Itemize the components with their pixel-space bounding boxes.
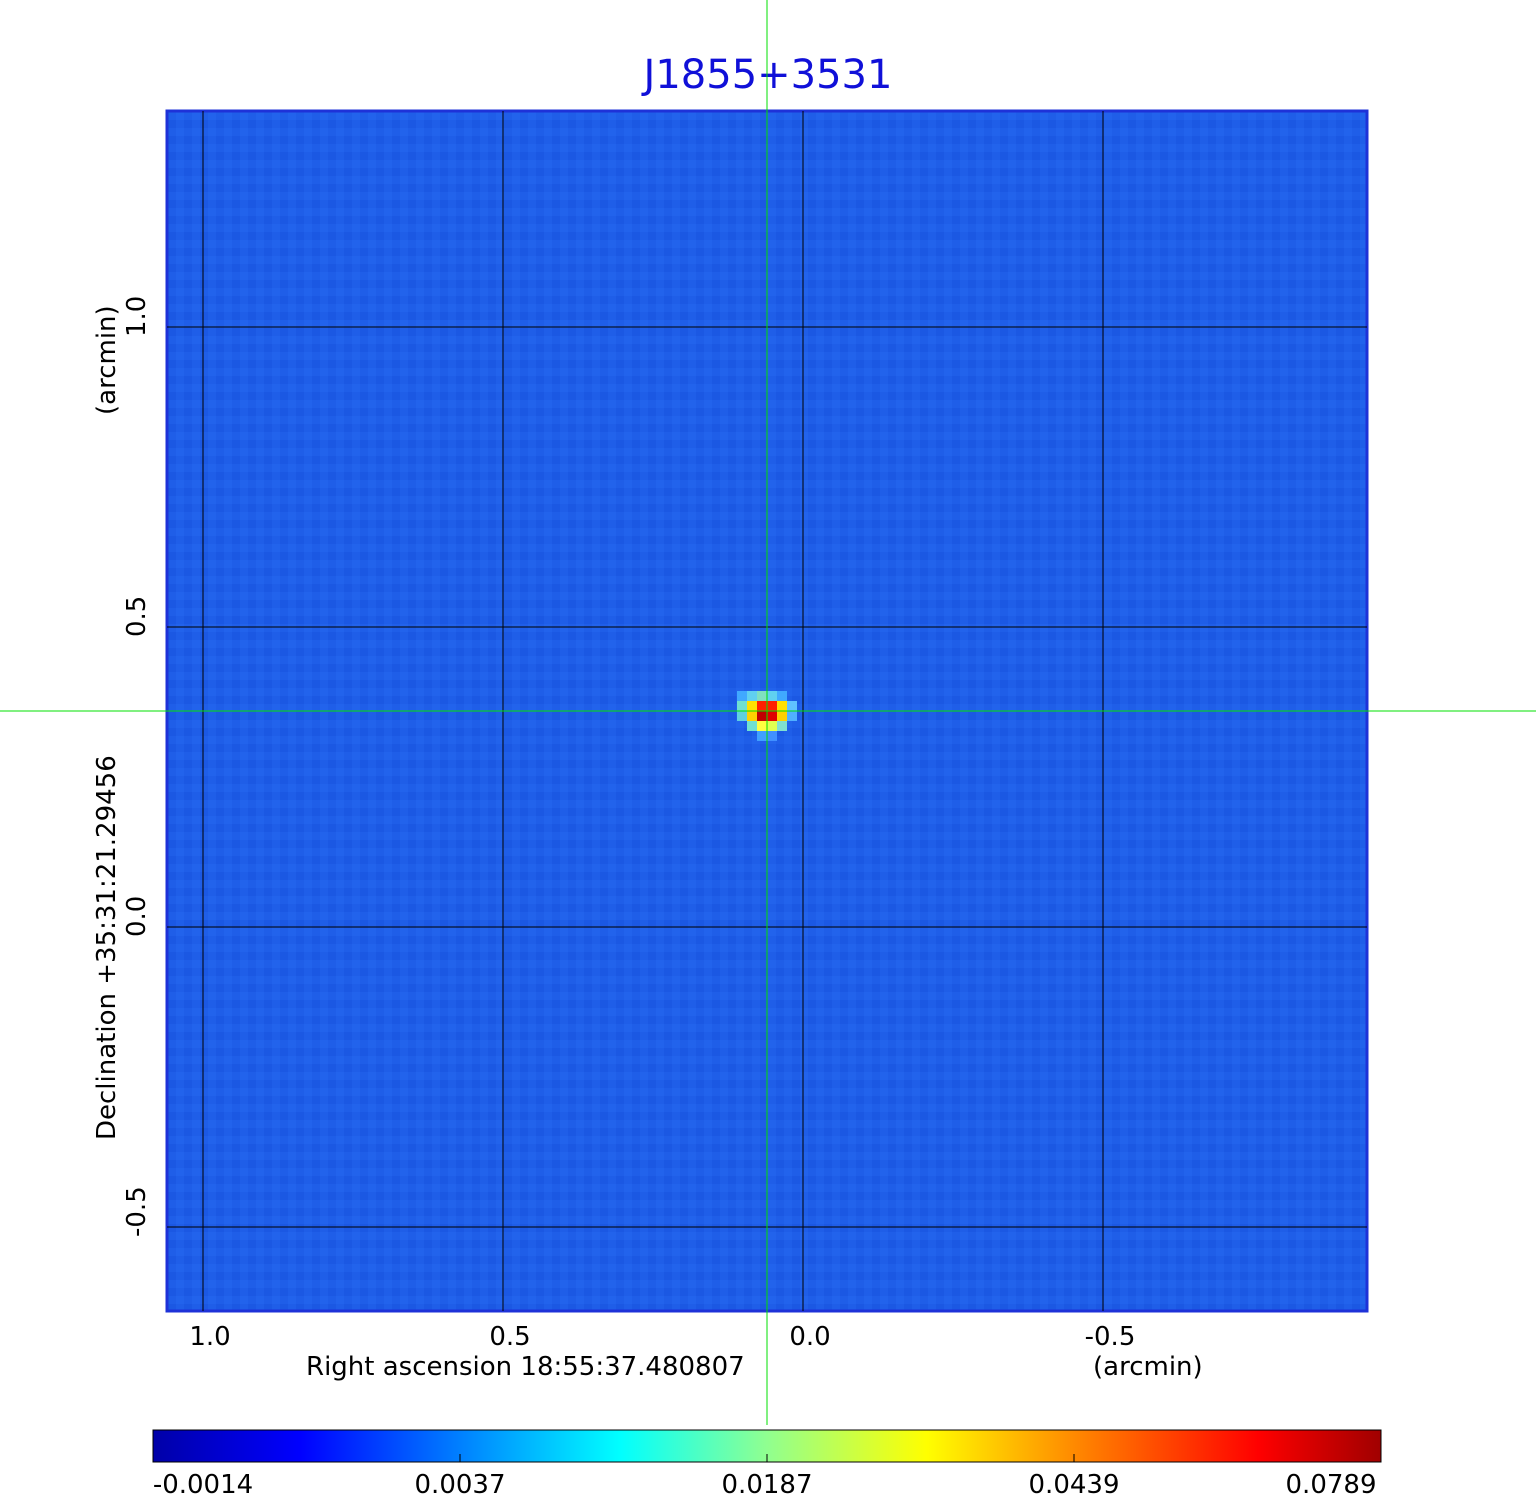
source-pixel bbox=[757, 731, 767, 741]
source-pixel bbox=[747, 711, 757, 721]
chart-title: J1855+3531 bbox=[643, 52, 893, 98]
source-pixel bbox=[747, 721, 757, 731]
source-pixel bbox=[767, 701, 777, 711]
source-pixel bbox=[757, 691, 767, 701]
source-pixel bbox=[777, 711, 787, 721]
source-pixel bbox=[737, 701, 747, 711]
x-tick-label: -0.5 bbox=[1084, 1322, 1136, 1352]
source-pixel bbox=[767, 711, 777, 721]
source-pixel bbox=[767, 721, 777, 731]
source-pixel bbox=[737, 691, 747, 701]
crosshair bbox=[0, 0, 1536, 1425]
y-axis-label: Declination +35:31:21.29456 bbox=[92, 755, 122, 1140]
y-tick-label: 0.5 bbox=[122, 595, 152, 637]
colorbar-tick-label: 0.0789 bbox=[1285, 1470, 1377, 1500]
source-pixel bbox=[737, 711, 747, 721]
y-tick-label: -0.5 bbox=[122, 1186, 152, 1237]
colorbar-tick-label: 0.0187 bbox=[721, 1470, 813, 1500]
x-tick-label: 0.0 bbox=[789, 1322, 831, 1352]
source-pixel bbox=[777, 701, 787, 711]
source-pixel bbox=[747, 691, 757, 701]
source-pixel bbox=[777, 721, 787, 731]
source-pixel bbox=[747, 701, 757, 711]
colorbar-tick-label: -0.0014 bbox=[152, 1470, 254, 1500]
colorbar-tick-label: 0.0439 bbox=[1028, 1470, 1120, 1500]
source-pixel bbox=[757, 701, 767, 711]
source-pixel bbox=[787, 701, 797, 711]
y-axis-unit: (arcmin) bbox=[92, 305, 122, 415]
x-tick-label: 1.0 bbox=[189, 1322, 231, 1352]
colorbar bbox=[152, 1429, 1382, 1463]
source-pixel bbox=[757, 711, 767, 721]
source-pixel bbox=[787, 711, 797, 721]
x-tick-label: 0.5 bbox=[489, 1322, 531, 1352]
x-axis-label: Right ascension 18:55:37.480807 bbox=[306, 1352, 745, 1382]
colorbar-tick-label: 0.0037 bbox=[414, 1470, 506, 1500]
source-pixel bbox=[767, 691, 777, 701]
source-pixel bbox=[777, 691, 787, 701]
y-tick-label: 0.0 bbox=[122, 895, 152, 937]
source-pixel bbox=[757, 721, 767, 731]
y-tick-label: 1.0 bbox=[122, 295, 152, 337]
x-axis-unit: (arcmin) bbox=[1093, 1352, 1203, 1382]
source-pixel bbox=[767, 731, 777, 741]
